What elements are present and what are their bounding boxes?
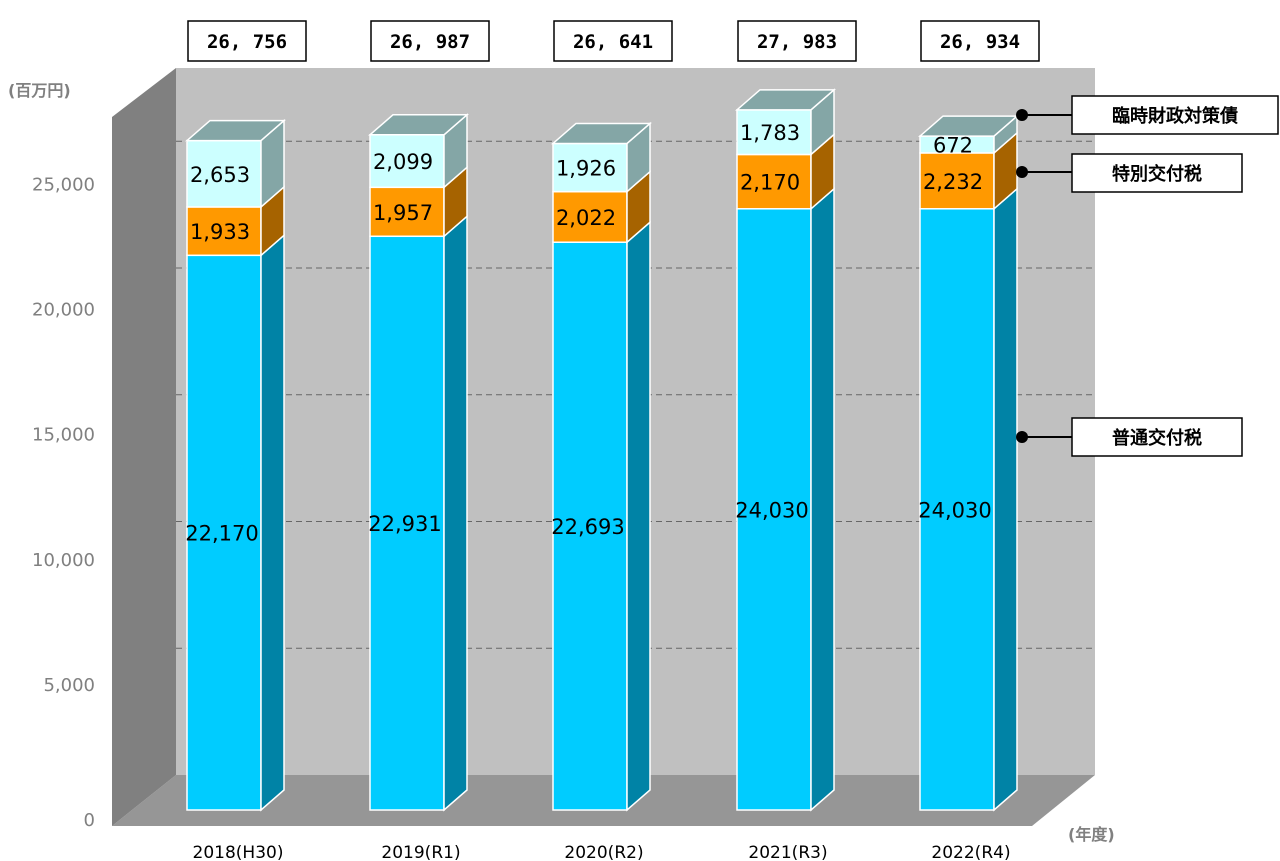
y-axis: 0 5,000 10,000 15,000 20,000 25,000	[32, 175, 95, 832]
data-label: 1,926	[556, 157, 616, 181]
total-box: 26, 641	[553, 20, 673, 62]
bar-segment	[552, 190, 628, 243]
bar-stack	[184, 118, 287, 812]
x-tick-label: 2020(R2)	[564, 843, 643, 861]
bar-segment-side	[260, 233, 285, 812]
legend-box	[1071, 153, 1243, 193]
legend-label: 臨時財政対策債	[1112, 105, 1238, 127]
y-unit-label: (百万円)	[8, 81, 71, 100]
total-box: 26, 934	[920, 20, 1040, 62]
legend-box	[1071, 417, 1243, 457]
data-label: 2,232	[923, 170, 983, 194]
data-label: 672	[933, 134, 973, 158]
data-label: 1,783	[740, 121, 800, 145]
total-label: 26, 641	[573, 31, 653, 53]
y-tick-label: 25,000	[32, 175, 95, 196]
bar-segment-side	[443, 214, 468, 812]
legend-item: 普通交付税	[1016, 417, 1243, 457]
x-tick-label: 2019(R1)	[381, 843, 460, 861]
total-label: 26, 756	[207, 31, 287, 53]
bar-top	[734, 89, 837, 111]
bar-stack	[550, 121, 653, 812]
bar-top	[550, 122, 653, 145]
data-label: 2,170	[740, 171, 800, 195]
bar-segment	[736, 208, 812, 811]
y-tick-label: 10,000	[32, 550, 95, 571]
legend-label: 普通交付税	[1112, 427, 1202, 449]
data-label: 2,653	[190, 163, 250, 187]
bar-stack	[917, 114, 1020, 812]
bar-segment-side	[993, 187, 1018, 812]
data-label: 22,931	[368, 512, 441, 536]
total-label: 26, 934	[940, 31, 1020, 53]
bar-segment	[552, 241, 628, 811]
total-label: 27, 983	[757, 31, 837, 53]
x-tick-label: 2022(R4)	[931, 843, 1010, 861]
bar-top	[367, 114, 470, 136]
total-label: 26, 987	[390, 31, 470, 53]
data-label: 22,170	[185, 522, 258, 546]
data-label: 24,030	[735, 498, 808, 522]
y-tick-label: 15,000	[32, 425, 95, 446]
totals: 26, 756 26, 987 26, 641 27, 983 26, 934	[187, 20, 1040, 62]
bar-segment	[369, 186, 445, 238]
legend-box	[1071, 95, 1279, 135]
bar-segment	[919, 208, 995, 811]
data-label: 2,022	[556, 206, 616, 230]
total-box: 27, 983	[737, 20, 857, 62]
bar-top	[184, 119, 287, 142]
y-tick-label: 0	[84, 810, 95, 831]
bar-segment-side	[810, 187, 835, 812]
bar-stack	[734, 88, 837, 812]
bars	[184, 88, 1020, 812]
total-box: 26, 987	[370, 20, 490, 62]
bar-segment	[369, 235, 445, 811]
x-axis: 2018(H30) 2019(R1) 2020(R2) 2021(R3) 2022(R4…	[193, 843, 1011, 861]
data-label: 2,099	[373, 150, 433, 174]
total-box: 26, 756	[187, 20, 307, 62]
legend-item: 臨時財政対策債	[1016, 95, 1279, 135]
bar-segment	[186, 139, 262, 208]
legend-item: 特別交付税	[1016, 153, 1243, 193]
data-label: 22,693	[551, 515, 624, 539]
y-tick-label: 20,000	[32, 300, 95, 321]
bar-segment	[186, 254, 262, 811]
bar-segment	[736, 109, 812, 156]
bar-segment	[186, 206, 262, 257]
bar-segment	[552, 142, 628, 193]
x-tick-label: 2021(R3)	[748, 843, 827, 861]
bar-segment-side	[626, 220, 651, 812]
legend-label: 特別交付税	[1112, 163, 1202, 185]
data-label: 1,957	[373, 201, 433, 225]
chart-side-wall	[112, 68, 176, 826]
bar-segment	[736, 153, 812, 210]
bar-stack	[367, 113, 470, 812]
data-labels: 22,170 1,933 2,653 22,931 1,957 2,099 22,693 2,…	[185, 121, 991, 545]
x-tick-label: 2018(H30)	[193, 843, 284, 861]
x-unit-label: (年度)	[1068, 825, 1115, 844]
y-tick-label: 5,000	[43, 675, 95, 696]
data-label: 1,933	[190, 220, 250, 244]
data-label: 24,030	[918, 498, 991, 522]
